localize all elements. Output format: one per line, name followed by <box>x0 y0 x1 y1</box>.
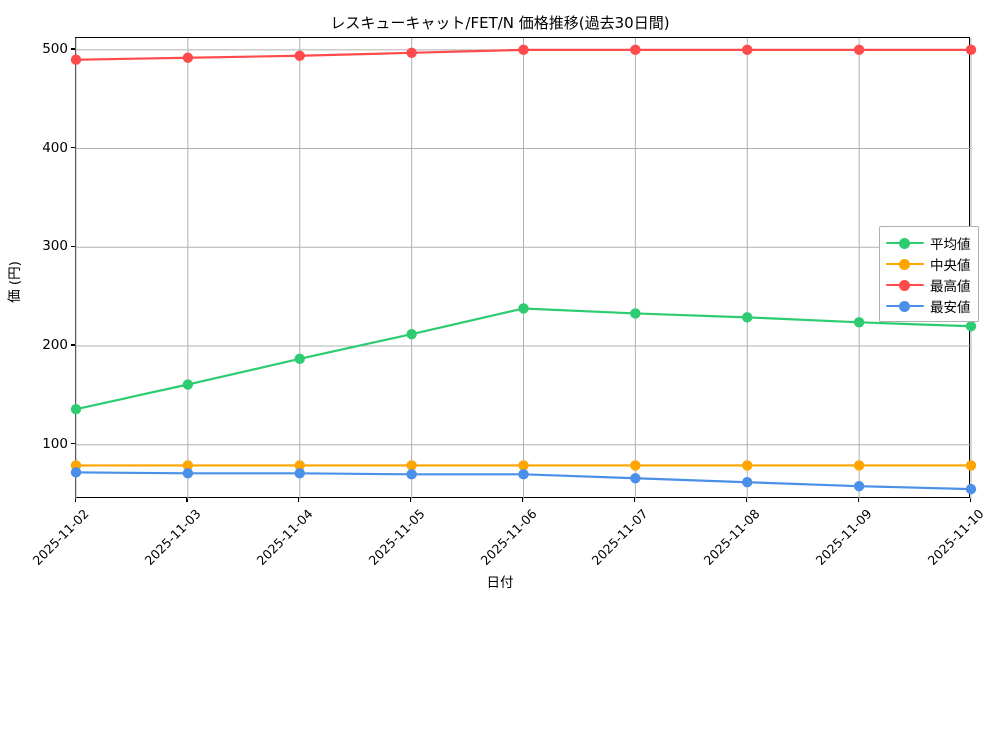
y-axis-label: 価 (円) <box>6 261 23 303</box>
legend-label: 最高値 <box>930 278 971 295</box>
data-point-marker <box>630 308 641 319</box>
data-point-marker <box>853 460 865 471</box>
x-axis-tick-mark <box>410 498 412 502</box>
data-point-marker <box>406 460 417 471</box>
plot-area <box>70 37 977 499</box>
data-point-marker <box>70 467 82 478</box>
data-point-marker <box>965 483 977 495</box>
data-point-marker <box>406 47 417 59</box>
legend-marker-icon <box>886 299 924 313</box>
data-point-marker <box>294 460 305 471</box>
data-point-marker <box>518 303 529 314</box>
x-axis-tick-label: 2025-11-04 <box>253 506 316 568</box>
series-3 <box>70 44 977 65</box>
x-axis-tick-mark <box>186 498 188 502</box>
x-axis-tick-mark <box>522 498 524 502</box>
legend-item-1[interactable]: 平均値 <box>886 232 971 253</box>
data-point-marker <box>70 403 82 415</box>
series-4 <box>70 467 977 495</box>
series-2 <box>70 460 977 471</box>
data-point-marker <box>70 54 82 65</box>
x-axis-tick-mark <box>857 498 859 502</box>
x-axis-tick-label: 2025-11-06 <box>477 506 540 568</box>
data-point-marker <box>294 353 305 365</box>
series-1 <box>70 303 977 415</box>
y-axis-tick-label: 400 <box>42 139 68 156</box>
y-axis-tick-label: 500 <box>42 40 68 57</box>
data-point-marker <box>182 460 194 471</box>
chart-title: レスキューキャット/FET/N 価格推移(過去30日間) <box>330 14 670 32</box>
legend-label: 最安値 <box>930 299 971 316</box>
data-point-marker <box>965 321 977 332</box>
y-axis-tick-label: 100 <box>42 435 68 452</box>
data-point-marker <box>518 460 529 471</box>
data-point-marker <box>742 44 753 56</box>
legend-marker-icon <box>886 257 924 271</box>
legend-marker-icon <box>886 236 924 250</box>
data-point-marker <box>182 468 194 479</box>
y-axis-tick-label: 300 <box>42 238 68 255</box>
x-axis-tick-label: 2025-11-10 <box>924 506 987 568</box>
data-point-marker <box>630 460 641 471</box>
data-point-marker <box>406 328 417 340</box>
data-point-marker <box>406 469 417 480</box>
data-point-marker <box>182 52 194 63</box>
data-point-marker <box>518 469 529 480</box>
x-axis-tick-label: 2025-11-08 <box>700 506 763 568</box>
data-point-marker <box>742 477 753 488</box>
legend-item-4[interactable]: 最安値 <box>886 295 971 316</box>
data-point-marker <box>630 44 641 56</box>
x-axis-tick-mark <box>969 498 971 502</box>
legend-item-2[interactable]: 中央値 <box>886 253 971 274</box>
x-axis-tick-label: 2025-11-07 <box>588 506 651 568</box>
data-point-marker <box>965 460 977 471</box>
data-point-marker <box>518 44 529 56</box>
legend-item-3[interactable]: 最高値 <box>886 274 971 295</box>
data-point-marker <box>853 480 865 492</box>
x-axis-label: 日付 <box>486 575 514 591</box>
data-point-marker <box>965 44 977 56</box>
legend-label: 中央値 <box>930 257 971 274</box>
data-point-marker <box>294 50 305 61</box>
data-point-marker <box>853 44 865 56</box>
price-history-chart-figure: レスキューキャット/FET/N 価格推移(過去30日間) 100 200 300 40… <box>6 14 987 591</box>
data-point-marker <box>182 379 194 390</box>
data-point-marker <box>294 468 305 479</box>
y-axis-tick-label: 200 <box>42 336 68 353</box>
x-axis-tick-label: 2025-11-03 <box>141 506 204 568</box>
series-line <box>74 307 973 411</box>
x-axis-tick-mark <box>633 498 636 502</box>
data-point-marker <box>853 317 865 328</box>
legend-label: 平均値 <box>930 236 971 253</box>
legend-marker-icon <box>886 278 924 292</box>
x-axis-tick-mark <box>745 498 747 502</box>
x-axis-tick-label: 2025-11-05 <box>365 506 428 568</box>
x-axis-tick-label: 2025-11-09 <box>812 506 875 568</box>
data-point-marker <box>742 460 753 471</box>
x-axis-tick-mark <box>298 498 300 502</box>
chart-legend[interactable]: 平均値中央値最高値最安値 <box>879 226 979 322</box>
data-point-marker <box>742 312 753 323</box>
x-axis-tick-mark <box>74 498 76 502</box>
data-series-layer <box>70 44 977 495</box>
data-point-marker <box>630 473 641 484</box>
